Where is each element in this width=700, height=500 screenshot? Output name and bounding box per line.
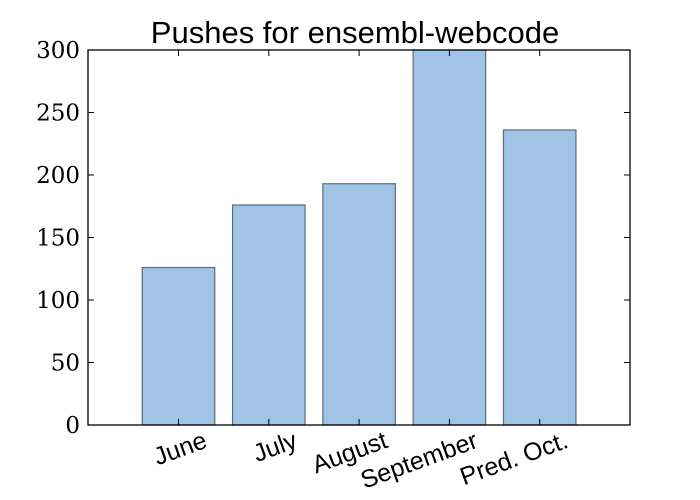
chart-title: Pushes for ensembl-webcode <box>151 15 559 50</box>
xtick-label: July <box>249 426 301 468</box>
ytick-label: 200 <box>36 163 80 189</box>
ytick-label: 50 <box>51 351 80 377</box>
bar-june <box>141 266 216 426</box>
ytick-label: 0 <box>65 413 80 439</box>
ytick-label: 250 <box>36 101 80 127</box>
bar-july <box>231 204 306 426</box>
bar-august <box>322 183 396 426</box>
bar-pred-oct <box>502 129 577 426</box>
xtick-label: June <box>150 426 211 471</box>
ytick-label: 100 <box>36 288 80 314</box>
bar-september <box>412 49 487 426</box>
ytick-label: 300 <box>36 38 80 64</box>
ytick-label: 150 <box>36 226 80 252</box>
